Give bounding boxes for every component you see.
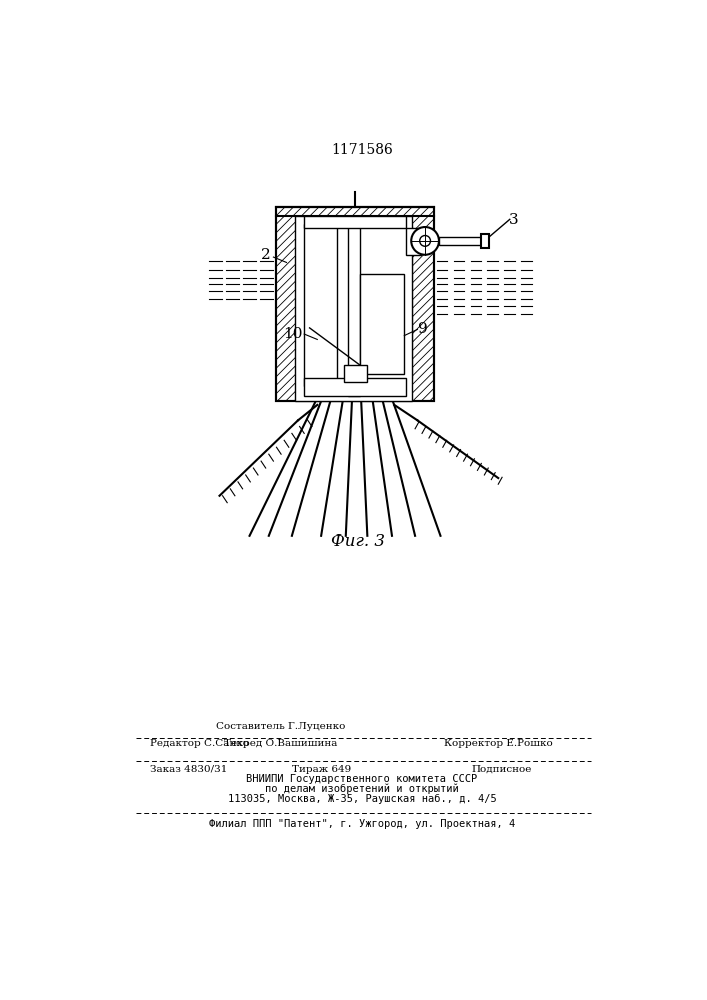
Bar <box>344 365 368 382</box>
Bar <box>439 237 483 245</box>
Bar <box>304 378 406 396</box>
Bar <box>348 216 360 396</box>
Bar <box>276 207 434 401</box>
Text: 1171586: 1171586 <box>331 143 393 157</box>
Bar <box>481 234 489 248</box>
Text: 113035, Москва, Ж-35, Раушская наб., д. 4/5: 113035, Москва, Ж-35, Раушская наб., д. … <box>228 794 496 804</box>
Text: 3: 3 <box>509 213 518 227</box>
Bar <box>276 207 434 401</box>
Text: Техред О.Вашишина: Техред О.Вашишина <box>224 739 338 748</box>
Text: Заказ 4830/31: Заказ 4830/31 <box>150 765 228 774</box>
Text: Редактор С.Санко: Редактор С.Санко <box>150 739 249 748</box>
Bar <box>406 228 421 255</box>
Bar <box>295 216 412 401</box>
Text: ВНИИПИ Государственного комитета СССР: ВНИИПИ Государственного комитета СССР <box>246 774 477 784</box>
Text: Фиг. 3: Фиг. 3 <box>331 533 385 550</box>
Circle shape <box>420 235 431 246</box>
Text: 9: 9 <box>418 322 428 336</box>
Text: 2: 2 <box>261 248 271 262</box>
Bar <box>360 274 404 374</box>
Text: Корректор Е.Рошко: Корректор Е.Рошко <box>444 739 553 748</box>
Text: по делам изобретений и открытий: по делам изобретений и открытий <box>265 784 459 794</box>
Text: Тираж 649: Тираж 649 <box>291 765 351 774</box>
Bar <box>360 228 412 378</box>
Text: Составитель Г.Луценко: Составитель Г.Луценко <box>216 722 346 731</box>
Text: Подписное: Подписное <box>472 765 532 774</box>
Text: 10: 10 <box>283 327 303 341</box>
Bar <box>304 224 337 386</box>
Text: Филиал ППП "Патент", г. Ужгород, ул. Проектная, 4: Филиал ППП "Патент", г. Ужгород, ул. Про… <box>209 819 515 829</box>
Bar <box>360 228 412 378</box>
Circle shape <box>411 227 439 255</box>
Bar <box>304 216 406 228</box>
